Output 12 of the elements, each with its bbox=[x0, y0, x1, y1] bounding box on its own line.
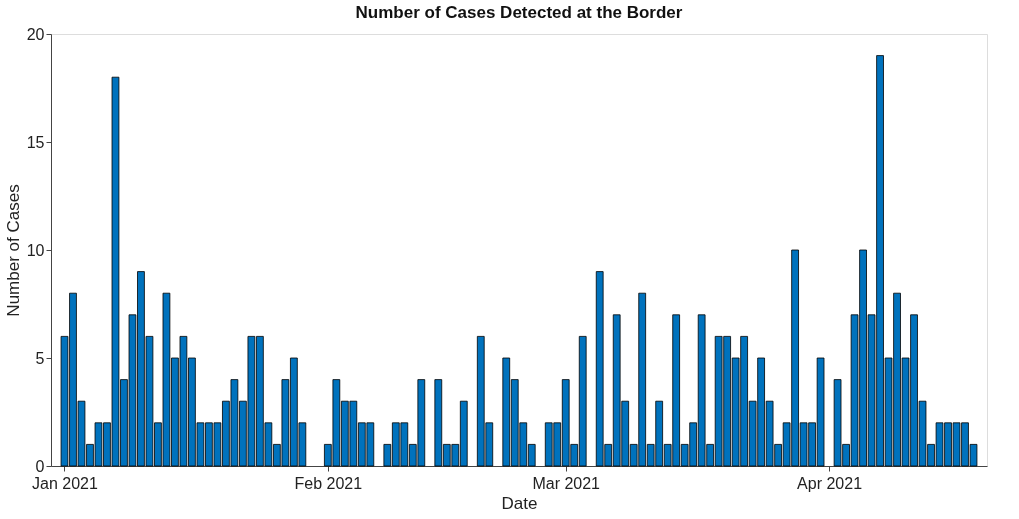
y-tick-label: 5 bbox=[35, 349, 45, 367]
x-tick-label: Jan 2021 bbox=[32, 474, 99, 492]
chart-title: Number of Cases Detected at the Border bbox=[355, 3, 683, 22]
x-tick-label: Mar 2021 bbox=[532, 474, 601, 492]
x-tick-label: Apr 2021 bbox=[797, 474, 863, 492]
x-tick-label: Feb 2021 bbox=[294, 474, 363, 492]
y-tick-label: 20 bbox=[26, 25, 45, 43]
x-axis-title: Date bbox=[501, 493, 538, 513]
y-tick-label: 0 bbox=[35, 457, 45, 475]
y-axis-title: Number of Cases bbox=[3, 184, 23, 317]
y-tick-label: 15 bbox=[26, 133, 45, 151]
y-tick-label: 10 bbox=[26, 241, 45, 259]
